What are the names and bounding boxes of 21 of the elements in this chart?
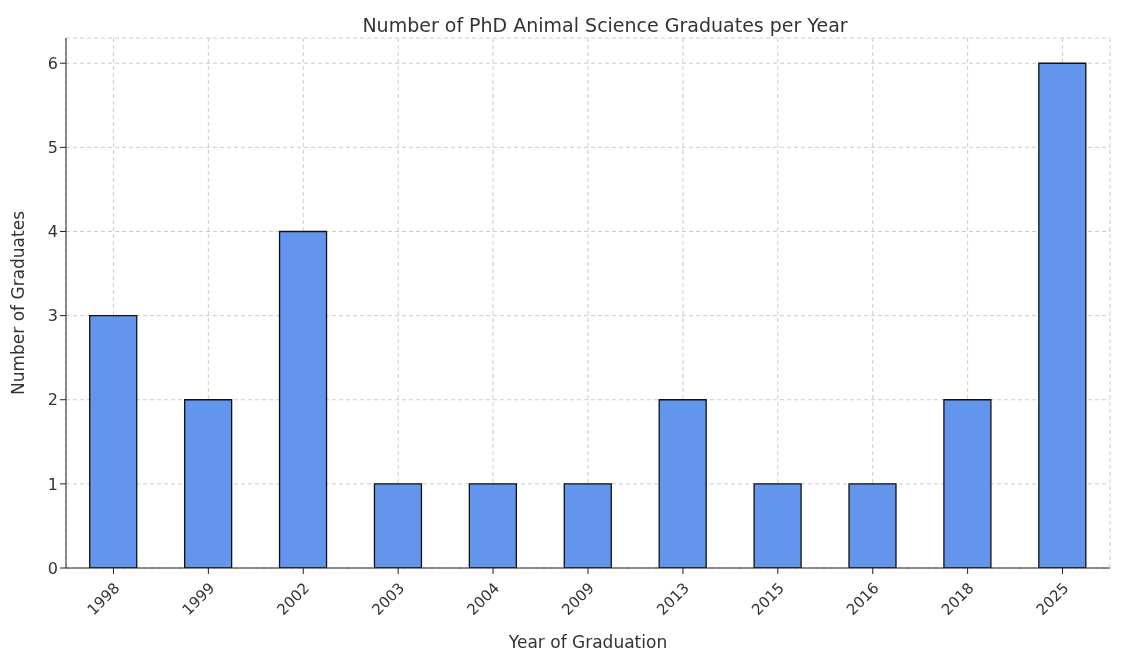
y-tick-label: 6 [47, 53, 58, 73]
y-tick-label: 3 [47, 306, 58, 326]
bar [183, 399, 233, 568]
x-axis-title: Year of Graduation [507, 632, 668, 652]
y-tick-label: 1 [47, 474, 58, 494]
bar [278, 230, 328, 568]
bar [468, 483, 518, 568]
chart-title: Number of PhD Animal Science Graduates per Year [362, 14, 848, 36]
bar [753, 483, 802, 568]
y-tick-label: 5 [47, 138, 58, 158]
bar [563, 483, 612, 568]
bar [373, 483, 423, 568]
y-axis-title: Number of Graduates [8, 210, 29, 396]
bar [658, 399, 707, 568]
bar [848, 483, 897, 568]
bar [89, 314, 138, 568]
bar [1038, 62, 1087, 568]
bar [943, 399, 992, 568]
y-tick-label: 0 [47, 558, 58, 578]
y-tick-label: 4 [47, 222, 58, 242]
y-tick-label: 2 [47, 390, 58, 410]
